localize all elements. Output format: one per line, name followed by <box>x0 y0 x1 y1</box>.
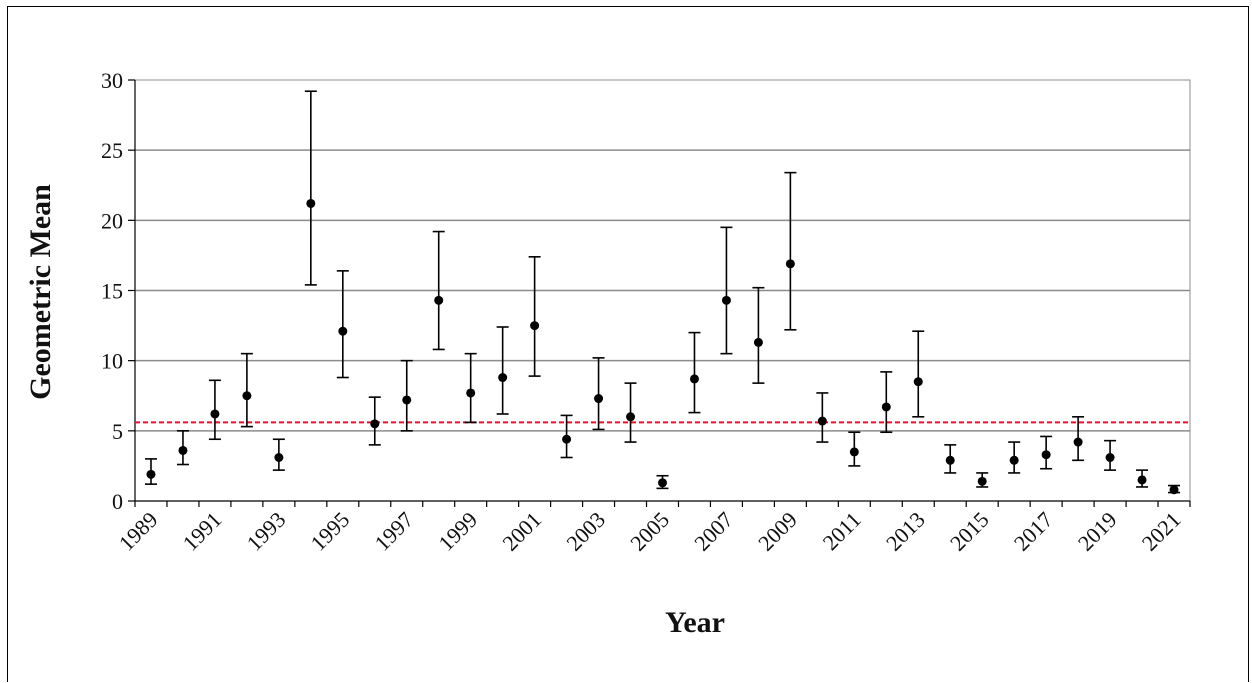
x-tick-label: 2019 <box>1073 507 1122 556</box>
data-point <box>274 452 284 462</box>
data-point <box>178 445 188 455</box>
data-point <box>338 326 348 336</box>
data-point <box>594 394 604 404</box>
data-point <box>658 478 667 488</box>
data-point <box>689 374 699 384</box>
data-point <box>498 373 508 383</box>
x-tick-label: 1991 <box>178 507 227 556</box>
x-tick-label: 2003 <box>561 507 610 556</box>
x-tick-label: 2013 <box>881 507 930 556</box>
data-point <box>721 295 731 305</box>
x-tick-label: 2005 <box>625 507 674 556</box>
y-tick-label: 30 <box>101 68 123 93</box>
x-axis-title: Year <box>665 606 725 639</box>
data-point <box>1009 455 1019 465</box>
x-tick-label: 1995 <box>306 507 355 556</box>
x-tick-label: 1989 <box>114 507 163 556</box>
x-tick-label: 2011 <box>818 507 866 555</box>
data-point <box>945 455 955 465</box>
data-point <box>306 198 316 208</box>
y-axis: 0 5 10 15 20 25 30 <box>101 68 136 514</box>
data-point <box>146 469 156 479</box>
y-axis-title: Geometric Mean <box>24 184 57 400</box>
data-point <box>849 447 859 457</box>
x-tick-label: 2009 <box>753 507 802 556</box>
data-point <box>1169 485 1179 495</box>
x-tick-label: 1997 <box>369 507 418 556</box>
data-point <box>881 402 891 412</box>
data-point <box>1105 452 1115 462</box>
data-point <box>1041 450 1051 460</box>
data-point <box>242 391 252 401</box>
data-point <box>1137 475 1147 485</box>
data-point <box>785 259 795 269</box>
data-point <box>1073 437 1083 447</box>
y-tick-label: 5 <box>112 419 123 444</box>
data-point <box>753 337 763 347</box>
data-point <box>562 434 572 444</box>
data-point <box>466 388 476 398</box>
x-tick-label: 2007 <box>689 507 738 556</box>
x-tick-label: 2015 <box>945 507 994 556</box>
y-tick-label: 15 <box>101 279 123 304</box>
x-axis: 1989 1991 1993 1995 1997 1999 2001 2003 2005 2007… <box>114 500 1191 556</box>
data-point <box>530 321 540 331</box>
data-point <box>434 295 444 305</box>
data-point <box>210 409 220 419</box>
x-tick-label: 2017 <box>1009 507 1058 556</box>
y-tick-label: 0 <box>112 489 123 514</box>
data-points <box>144 90 1181 495</box>
x-tick-label: 1993 <box>242 507 291 556</box>
x-tick-label: 1999 <box>433 507 482 556</box>
y-tick-label: 10 <box>101 349 123 374</box>
data-point <box>402 395 412 405</box>
data-point <box>626 412 636 422</box>
chart-frame <box>7 6 1249 682</box>
y-tick-label: 20 <box>101 208 123 233</box>
data-point <box>817 416 827 426</box>
data-point <box>977 476 987 486</box>
data-point <box>370 419 380 429</box>
x-tick-label: 2001 <box>497 507 546 556</box>
y-tick-label: 25 <box>101 138 123 163</box>
x-tick-label: 2021 <box>1137 507 1186 556</box>
data-point <box>913 377 923 387</box>
